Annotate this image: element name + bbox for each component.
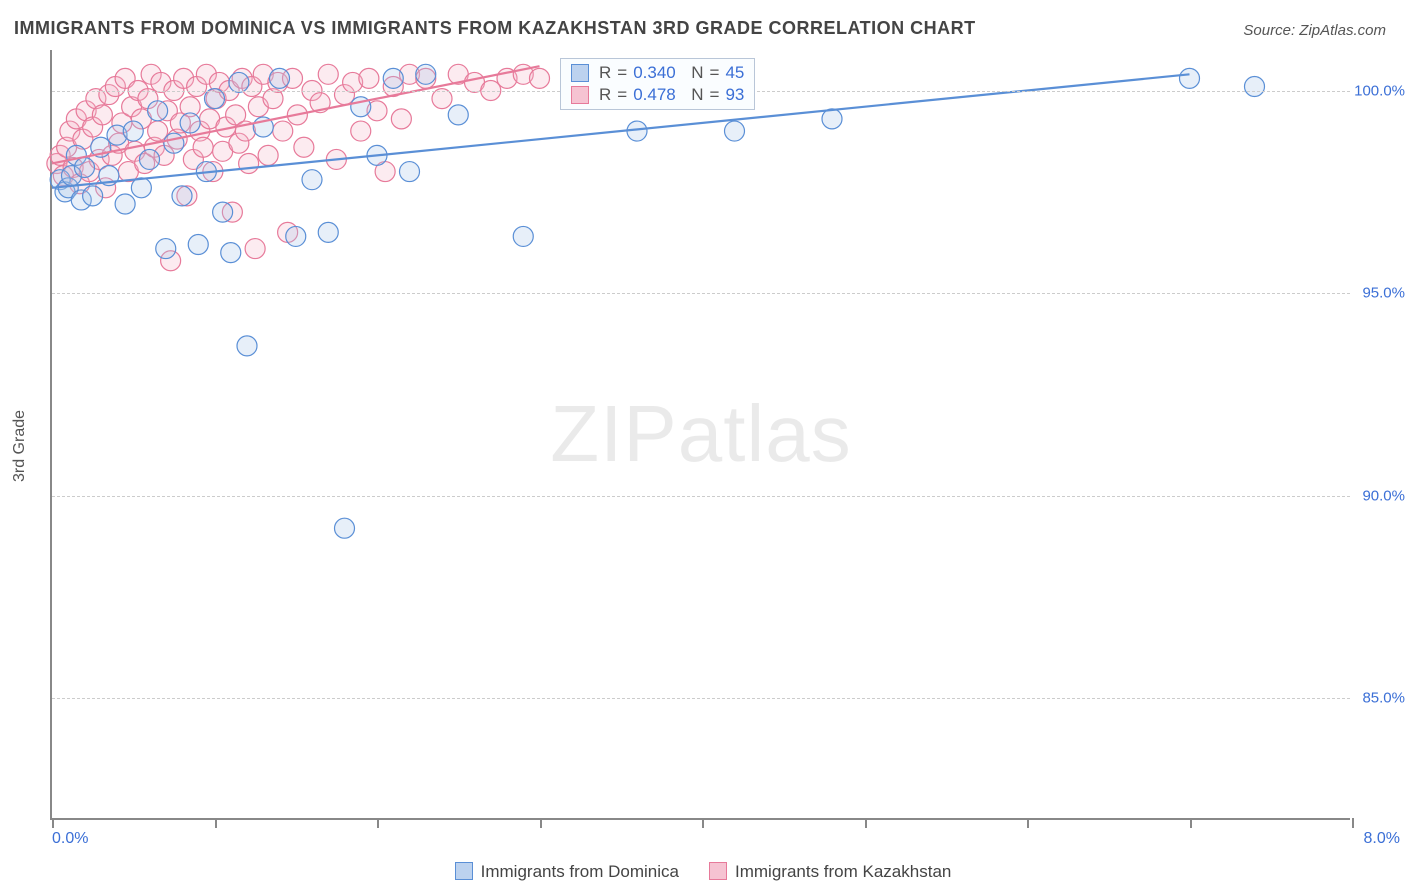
data-point-dominica: [416, 64, 436, 84]
bottom-legend: Immigrants from Dominica Immigrants from…: [0, 862, 1406, 882]
plot-area: ZIPatlas 85.0%90.0%95.0%100.0%0.0%8.0%: [50, 50, 1350, 820]
data-point-dominica: [237, 336, 257, 356]
gridline: [52, 698, 1350, 699]
stats-R-value-kazakhstan: 0.478: [633, 85, 676, 105]
data-point-dominica: [318, 222, 338, 242]
x-axis-max-label: 8.0%: [1364, 830, 1400, 848]
data-point-dominica: [400, 162, 420, 182]
data-point-kazakhstan: [193, 137, 213, 157]
y-tick-label: 85.0%: [1362, 690, 1405, 707]
data-point-kazakhstan: [239, 153, 259, 173]
data-point-dominica: [383, 68, 403, 88]
data-point-dominica: [148, 101, 168, 121]
data-point-kazakhstan: [294, 137, 314, 157]
data-point-kazakhstan: [351, 121, 371, 141]
stats-eq: =: [710, 63, 720, 83]
data-point-dominica: [1180, 68, 1200, 88]
data-point-dominica: [229, 72, 249, 92]
stats-swatch-dominica: [571, 64, 589, 82]
y-tick-label: 95.0%: [1362, 285, 1405, 302]
data-point-kazakhstan: [273, 121, 293, 141]
data-point-dominica: [725, 121, 745, 141]
data-point-dominica: [221, 243, 241, 263]
stats-N-value-kazakhstan: 93: [725, 85, 744, 105]
stats-swatch-kazakhstan: [571, 86, 589, 104]
stats-eq: =: [617, 63, 627, 83]
data-point-dominica: [123, 121, 143, 141]
stats-N-value-dominica: 45: [725, 63, 744, 83]
source-name: ZipAtlas.com: [1299, 22, 1386, 39]
data-point-dominica: [131, 178, 151, 198]
data-point-dominica: [156, 239, 176, 259]
source-prefix: Source:: [1243, 22, 1299, 39]
data-point-dominica: [335, 518, 355, 538]
x-tick: [865, 818, 867, 828]
data-point-dominica: [270, 68, 290, 88]
data-point-dominica: [180, 113, 200, 133]
stats-R-label: R: [599, 85, 611, 105]
legend-label-dominica: Immigrants from Dominica: [481, 862, 679, 881]
data-point-dominica: [75, 158, 95, 178]
gridline: [52, 496, 1350, 497]
data-point-dominica: [1245, 76, 1265, 96]
x-tick: [1190, 818, 1192, 828]
data-point-dominica: [164, 133, 184, 153]
legend-label-kazakhstan: Immigrants from Kazakhstan: [735, 862, 951, 881]
y-tick-label: 90.0%: [1362, 487, 1405, 504]
correlation-stats-box: R=0.340 N=45R=0.478 N=93: [560, 58, 755, 110]
x-tick: [1352, 818, 1354, 828]
data-point-dominica: [172, 186, 192, 206]
data-point-kazakhstan: [530, 68, 550, 88]
data-point-kazakhstan: [359, 68, 379, 88]
x-tick: [52, 818, 54, 828]
data-point-dominica: [140, 149, 160, 169]
scatter-svg: [52, 50, 1350, 818]
data-point-kazakhstan: [92, 105, 112, 125]
legend-swatch-dominica: [455, 862, 473, 880]
x-tick: [1027, 818, 1029, 828]
stats-eq: =: [710, 85, 720, 105]
data-point-dominica: [83, 186, 103, 206]
data-point-dominica: [448, 105, 468, 125]
x-tick: [377, 818, 379, 828]
data-point-kazakhstan: [258, 145, 278, 165]
data-point-kazakhstan: [432, 89, 452, 109]
data-point-dominica: [513, 226, 533, 246]
stats-eq: =: [617, 85, 627, 105]
data-point-dominica: [115, 194, 135, 214]
stats-N-label: N: [682, 85, 704, 105]
chart-title: IMMIGRANTS FROM DOMINICA VS IMMIGRANTS F…: [14, 18, 976, 39]
y-tick-label: 100.0%: [1354, 82, 1405, 99]
data-point-kazakhstan: [391, 109, 411, 129]
x-tick: [702, 818, 704, 828]
stats-R-label: R: [599, 63, 611, 83]
data-point-dominica: [822, 109, 842, 129]
gridline: [52, 293, 1350, 294]
stats-N-label: N: [682, 63, 704, 83]
data-point-kazakhstan: [245, 239, 265, 259]
data-point-dominica: [213, 202, 233, 222]
data-point-dominica: [286, 226, 306, 246]
legend-item-kazakhstan: Immigrants from Kazakhstan: [709, 862, 951, 882]
x-axis-min-label: 0.0%: [52, 830, 88, 848]
data-point-dominica: [302, 170, 322, 190]
x-tick: [540, 818, 542, 828]
stats-R-value-dominica: 0.340: [633, 63, 676, 83]
legend-swatch-kazakhstan: [709, 862, 727, 880]
data-point-dominica: [188, 235, 208, 255]
data-point-kazakhstan: [318, 64, 338, 84]
source-attribution: Source: ZipAtlas.com: [1243, 22, 1386, 39]
y-axis-label: 3rd Grade: [11, 410, 29, 482]
x-tick: [215, 818, 217, 828]
data-point-dominica: [205, 89, 225, 109]
legend-item-dominica: Immigrants from Dominica: [455, 862, 679, 882]
